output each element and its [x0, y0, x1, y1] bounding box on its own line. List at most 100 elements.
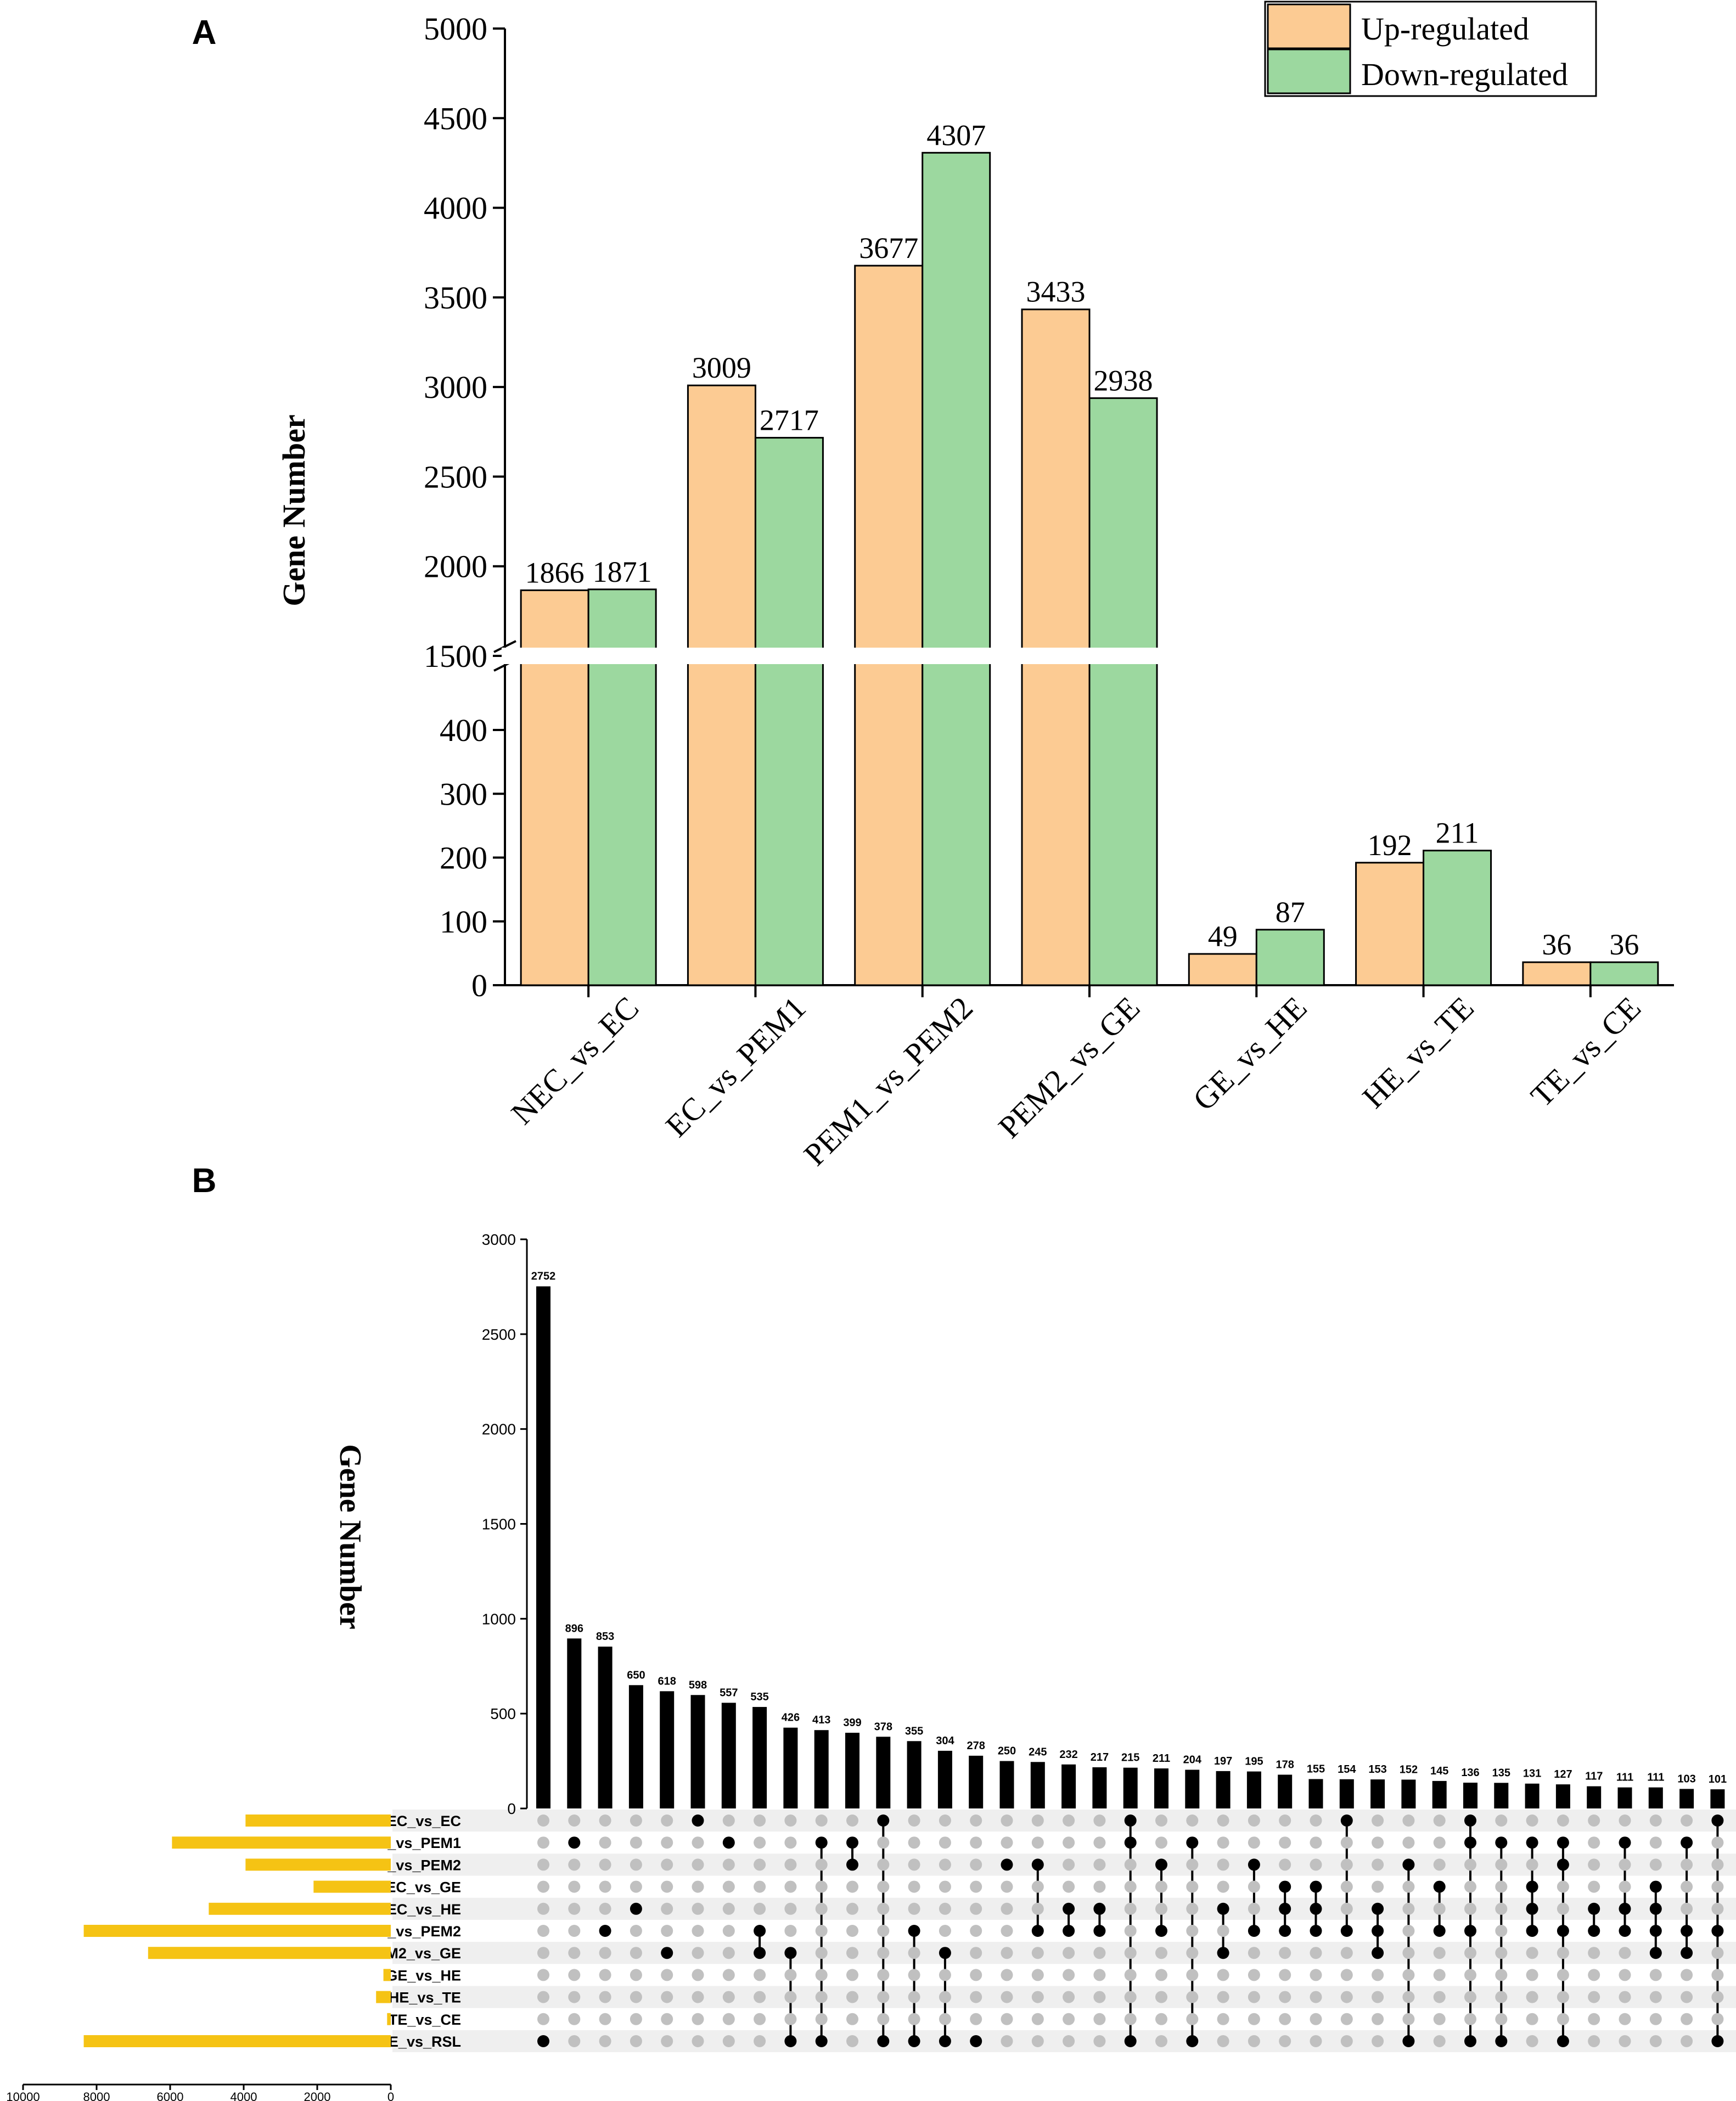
membership-dot-inactive	[970, 1991, 982, 2003]
membership-dot-inactive	[970, 1836, 982, 1849]
membership-dot-inactive	[1433, 2035, 1446, 2047]
intersection-bar	[969, 1755, 984, 1808]
membership-dot-inactive	[537, 1969, 549, 1981]
membership-dot-inactive	[970, 1947, 982, 1959]
intersection-bar-label: 215	[1121, 1752, 1139, 1764]
intersection-bar	[1123, 1767, 1138, 1808]
intersection-bar-label: 135	[1492, 1767, 1510, 1779]
membership-dot-active	[1464, 1836, 1476, 1849]
intersection-bar	[690, 1695, 705, 1808]
membership-dot-inactive	[1186, 1969, 1199, 1981]
membership-dot-inactive	[1310, 1947, 1322, 1959]
membership-dot-active	[1711, 1814, 1724, 1827]
bar-value-label: 1866	[525, 556, 585, 589]
membership-dot-inactive	[1340, 1969, 1353, 1981]
membership-dot-inactive	[1217, 1969, 1229, 1981]
bar-value-label: 87	[1276, 896, 1305, 929]
membership-dot-inactive	[784, 1969, 797, 1981]
intersection-bar-label: 853	[596, 1631, 614, 1643]
set-size-tick-label: 4000	[231, 2090, 257, 2101]
intersection-bar	[598, 1647, 613, 1808]
intersection-bar	[536, 1286, 550, 1808]
membership-dot-inactive	[1588, 2035, 1600, 2047]
membership-dot-inactive	[1155, 1902, 1167, 1915]
membership-dot-inactive	[537, 2013, 549, 2025]
membership-dot-inactive	[1681, 1880, 1693, 1893]
membership-dot-active	[1433, 1925, 1446, 1937]
membership-dot-inactive	[908, 1969, 920, 1981]
membership-dot-inactive	[1681, 1858, 1693, 1871]
membership-dot-inactive	[1217, 1836, 1229, 1849]
membership-dot-inactive	[568, 1880, 581, 1893]
intersection-bar-label: 618	[658, 1675, 676, 1687]
membership-dot-inactive	[1124, 1880, 1137, 1893]
intersection-bar	[1154, 1768, 1168, 1808]
membership-dot-inactive	[784, 1991, 797, 2003]
membership-dot-inactive	[1681, 1902, 1693, 1915]
membership-dot-inactive	[908, 1836, 920, 1849]
membership-dot-inactive	[1124, 1947, 1137, 1959]
membership-dot-inactive	[1557, 1814, 1569, 1827]
y-tick-label: 400	[440, 712, 487, 748]
bar-value-label: 36	[1542, 928, 1571, 961]
membership-dot-inactive	[661, 1969, 673, 1981]
intersection-bar	[1525, 1783, 1540, 1808]
x-tick-label: NEC_vs_EC	[504, 990, 645, 1131]
set-size-bar	[387, 2013, 391, 2025]
membership-dot-inactive	[1340, 1858, 1353, 1871]
intersection-bar	[1278, 1774, 1293, 1808]
membership-dot-inactive	[1372, 1880, 1384, 1893]
bar-value-label: 192	[1368, 829, 1412, 862]
membership-dot-inactive	[1433, 2013, 1446, 2025]
membership-dot-inactive	[1063, 1836, 1075, 1849]
membership-dot-active	[1372, 1902, 1384, 1915]
y-tick-label: 0	[471, 968, 487, 1003]
intersection-bar	[1401, 1779, 1416, 1808]
membership-dot-active	[1155, 1925, 1167, 1937]
membership-dot-inactive	[1310, 2035, 1322, 2047]
bar-down-regulated	[1589, 961, 1659, 986]
y-tick-label: 1500	[482, 1516, 516, 1533]
membership-dot-active	[1248, 1858, 1260, 1871]
membership-dot-inactive	[661, 1836, 673, 1849]
membership-dot-inactive	[1279, 1836, 1291, 1849]
membership-dot-inactive	[1340, 2013, 1353, 2025]
intersection-bar	[660, 1691, 675, 1808]
membership-dot-inactive	[1186, 1858, 1199, 1871]
y-tick-label: 2000	[424, 549, 487, 585]
membership-dot-inactive	[754, 2035, 766, 2047]
panel-a-legend: Up-regulated Down-regulated	[1264, 1, 1597, 97]
x-tick-label: EC_vs_PEM1	[659, 990, 813, 1144]
membership-dot-active	[1155, 1858, 1167, 1871]
bar-down-regulated	[1423, 850, 1492, 986]
membership-dot-inactive	[1711, 1880, 1724, 1893]
set-size-tick-label: 0	[387, 2090, 394, 2101]
intersection-bar	[1092, 1767, 1107, 1808]
membership-dot-inactive	[1155, 2035, 1167, 2047]
membership-dot-inactive	[846, 2035, 858, 2047]
membership-dot-inactive	[815, 1902, 828, 1915]
membership-dot-inactive	[1093, 1880, 1106, 1893]
y-tick-label: 0	[507, 1800, 516, 1817]
membership-dot-inactive	[1402, 1880, 1415, 1893]
membership-dot-active	[722, 1836, 735, 1849]
membership-dot-inactive	[1279, 2013, 1291, 2025]
intersection-bar	[1308, 1779, 1323, 1808]
membership-dot-inactive	[1557, 1902, 1569, 1915]
membership-dot-inactive	[568, 1947, 581, 1959]
membership-dot-inactive	[1526, 1947, 1538, 1959]
intersection-bar	[628, 1685, 643, 1808]
membership-dot-active	[1402, 1858, 1415, 1871]
set-size-tick-label: 6000	[157, 2090, 184, 2101]
membership-dot-inactive	[1711, 1969, 1724, 1981]
membership-dot-inactive	[630, 1880, 642, 1893]
membership-dot-inactive	[599, 1814, 611, 1827]
membership-dot-inactive	[630, 1836, 642, 1849]
membership-dot-inactive	[692, 1902, 704, 1915]
membership-dot-inactive	[1279, 1969, 1291, 1981]
membership-dot-inactive	[908, 1947, 920, 1959]
membership-dot-inactive	[1649, 2035, 1662, 2047]
intersection-bar-label: 650	[627, 1669, 645, 1681]
membership-dot-inactive	[1093, 2013, 1106, 2025]
membership-dot-active	[970, 2035, 982, 2047]
